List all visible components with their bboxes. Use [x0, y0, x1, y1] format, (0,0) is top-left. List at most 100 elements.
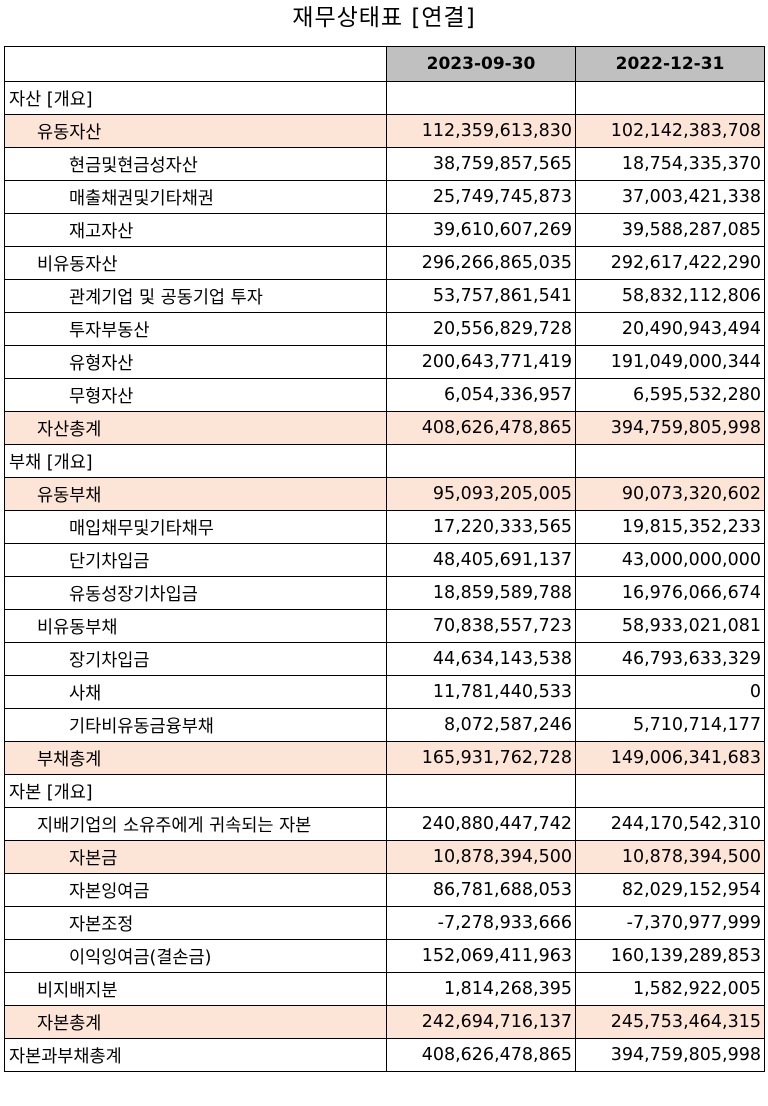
row-label: 자산 [개요] [4, 81, 387, 115]
row-label: 이익잉여금(결손금) [4, 939, 387, 973]
value-2023-09-30: 165,931,762,728 [386, 741, 576, 775]
row-label: 투자부동산 [4, 312, 387, 346]
row-label: 사채 [4, 675, 387, 709]
value-2023-09-30: 20,556,829,728 [386, 312, 576, 346]
value-2022-12-31: 43,000,000,000 [575, 543, 765, 577]
row-label: 유동성장기차입금 [4, 576, 387, 610]
row-label: 매입채무및기타채무 [4, 510, 387, 544]
value-2023-09-30 [386, 444, 576, 478]
table-row: 지배기업의 소유주에게 귀속되는 자본 240,880,447,742 244,17… [4, 807, 765, 841]
header-label-cell [4, 46, 387, 82]
row-label: 유동자산 [4, 114, 387, 148]
value-2023-09-30: 200,643,771,419 [386, 345, 576, 379]
value-2023-09-30: 242,694,716,137 [386, 1005, 576, 1039]
row-label: 비지배지분 [4, 972, 387, 1006]
value-2022-12-31: 394,759,805,998 [575, 1038, 765, 1072]
row-label: 자산총계 [4, 411, 387, 445]
row-label: 자본과부채총계 [4, 1038, 387, 1072]
value-2022-12-31: 16,976,066,674 [575, 576, 765, 610]
table-row: 사채 11,781,440,533 0 [4, 675, 765, 709]
table-row: 자본금 10,878,394,500 10,878,394,500 [4, 840, 765, 874]
row-label: 비유동자산 [4, 246, 387, 280]
value-2023-09-30: 296,266,865,035 [386, 246, 576, 280]
value-2022-12-31: -7,370,977,999 [575, 906, 765, 940]
value-2022-12-31: 0 [575, 675, 765, 709]
value-2022-12-31: 394,759,805,998 [575, 411, 765, 445]
row-label: 재고자산 [4, 213, 387, 247]
value-2022-12-31: 245,753,464,315 [575, 1005, 765, 1039]
value-2022-12-31: 90,073,320,602 [575, 477, 765, 511]
table-row: 유동성장기차입금 18,859,589,788 16,976,066,674 [4, 576, 765, 610]
table-row: 유형자산 200,643,771,419 191,049,000,344 [4, 345, 765, 379]
value-2023-09-30: 112,359,613,830 [386, 114, 576, 148]
table-row: 무형자산 6,054,336,957 6,595,532,280 [4, 378, 765, 412]
row-label: 단기차입금 [4, 543, 387, 577]
value-2023-09-30 [386, 774, 576, 808]
value-2023-09-30: 86,781,688,053 [386, 873, 576, 907]
value-2022-12-31: 149,006,341,683 [575, 741, 765, 775]
value-2022-12-31 [575, 81, 765, 115]
table-row: 자본조정 -7,278,933,666 -7,370,977,999 [4, 906, 765, 940]
value-2023-09-30: -7,278,933,666 [386, 906, 576, 940]
table-row: 자본 [개요] [4, 774, 765, 808]
row-label: 부채 [개요] [4, 444, 387, 478]
table-row: 부채총계 165,931,762,728 149,006,341,683 [4, 741, 765, 775]
table-row: 부채 [개요] [4, 444, 765, 478]
value-2022-12-31: 6,595,532,280 [575, 378, 765, 412]
row-label: 관계기업 및 공동기업 투자 [4, 279, 387, 313]
value-2023-09-30: 39,610,607,269 [386, 213, 576, 247]
row-label: 무형자산 [4, 378, 387, 412]
value-2023-09-30: 44,634,143,538 [386, 642, 576, 676]
value-2022-12-31: 58,933,021,081 [575, 609, 765, 643]
table-row: 단기차입금 48,405,691,137 43,000,000,000 [4, 543, 765, 577]
table-row: 비지배지분 1,814,268,395 1,582,922,005 [4, 972, 765, 1006]
balance-sheet-table: 2023-09-30 2022-12-31 자산 [개요] 유동자산 112,359… [4, 46, 765, 1072]
row-label: 장기차입금 [4, 642, 387, 676]
row-label: 유동부채 [4, 477, 387, 511]
table-row: 기타비유동금융부채 8,072,587,246 5,710,714,177 [4, 708, 765, 742]
table-row: 유동부채 95,093,205,005 90,073,320,602 [4, 477, 765, 511]
value-2023-09-30: 152,069,411,963 [386, 939, 576, 973]
row-label: 자본총계 [4, 1005, 387, 1039]
row-label: 자본 [개요] [4, 774, 387, 808]
row-label: 부채총계 [4, 741, 387, 775]
value-2022-12-31: 46,793,633,329 [575, 642, 765, 676]
value-2022-12-31: 1,582,922,005 [575, 972, 765, 1006]
value-2023-09-30: 95,093,205,005 [386, 477, 576, 511]
table-row: 자산 [개요] [4, 81, 765, 115]
row-label: 자본잉여금 [4, 873, 387, 907]
row-label: 현금및현금성자산 [4, 147, 387, 181]
page-title: 재무상태표 [연결] [292, 5, 476, 31]
value-2023-09-30: 53,757,861,541 [386, 279, 576, 313]
value-2023-09-30: 6,054,336,957 [386, 378, 576, 412]
value-2022-12-31: 10,878,394,500 [575, 840, 765, 874]
value-2022-12-31 [575, 444, 765, 478]
value-2023-09-30: 70,838,557,723 [386, 609, 576, 643]
table-row: 현금및현금성자산 38,759,857,565 18,754,335,370 [4, 147, 765, 181]
column-header-2023-09-30: 2023-09-30 [386, 46, 576, 82]
value-2023-09-30: 17,220,333,565 [386, 510, 576, 544]
balance-sheet-body: 2023-09-30 2022-12-31 자산 [개요] 유동자산 112,359… [4, 46, 765, 1072]
value-2023-09-30: 10,878,394,500 [386, 840, 576, 874]
row-label: 자본금 [4, 840, 387, 874]
value-2022-12-31: 102,142,383,708 [575, 114, 765, 148]
table-row: 자본잉여금 86,781,688,053 82,029,152,954 [4, 873, 765, 907]
value-2023-09-30: 11,781,440,533 [386, 675, 576, 709]
table-row: 매입채무및기타채무 17,220,333,565 19,815,352,233 [4, 510, 765, 544]
table-row: 재고자산 39,610,607,269 39,588,287,085 [4, 213, 765, 247]
table-row: 이익잉여금(결손금) 152,069,411,963 160,139,289,853 [4, 939, 765, 973]
table-row: 매출채권및기타채권 25,749,745,873 37,003,421,338 [4, 180, 765, 214]
table-row: 장기차입금 44,634,143,538 46,793,633,329 [4, 642, 765, 676]
table-row: 비유동자산 296,266,865,035 292,617,422,290 [4, 246, 765, 280]
value-2022-12-31: 160,139,289,853 [575, 939, 765, 973]
table-row: 투자부동산 20,556,829,728 20,490,943,494 [4, 312, 765, 346]
value-2022-12-31: 37,003,421,338 [575, 180, 765, 214]
value-2022-12-31: 292,617,422,290 [575, 246, 765, 280]
value-2022-12-31: 19,815,352,233 [575, 510, 765, 544]
row-label: 자본조정 [4, 906, 387, 940]
value-2022-12-31: 18,754,335,370 [575, 147, 765, 181]
value-2023-09-30: 408,626,478,865 [386, 1038, 576, 1072]
header-row: 2023-09-30 2022-12-31 [4, 46, 765, 82]
value-2022-12-31: 191,049,000,344 [575, 345, 765, 379]
table-row: 관계기업 및 공동기업 투자 53,757,861,541 58,832,112,8… [4, 279, 765, 313]
